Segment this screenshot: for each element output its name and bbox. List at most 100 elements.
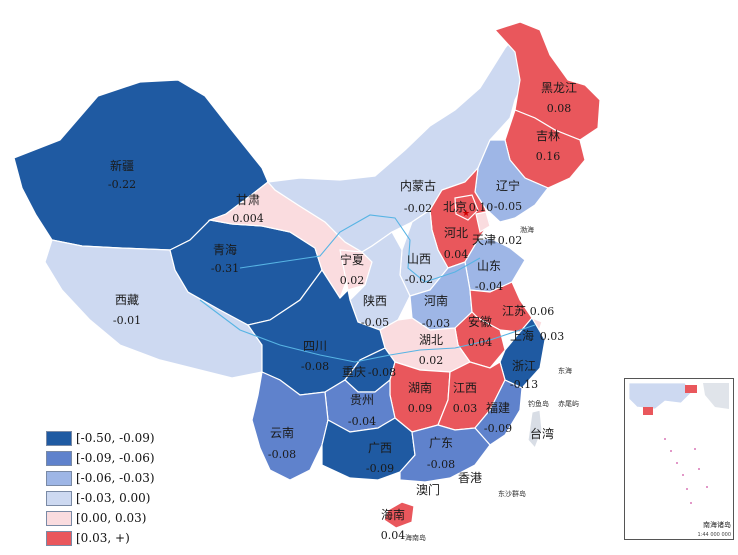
- taiwan-shape: [527, 409, 543, 450]
- label-guizhou-name: 贵州: [350, 393, 374, 407]
- legend-swatch: [46, 510, 72, 526]
- legend-swatch: [46, 470, 72, 486]
- label-hunan-name: 湖南: [408, 380, 432, 395]
- label-xinjiang-value: -0.22: [108, 178, 136, 191]
- label-zhejiang-value: -0.13: [510, 378, 538, 391]
- label-xizang-name: 西藏: [115, 293, 139, 307]
- yangtze-river: [199, 299, 536, 363]
- label-jilin-name: 吉林: [536, 129, 560, 143]
- label-qinghai-name: 青海: [213, 242, 237, 257]
- legend-item: [-0.50, -0.09): [46, 428, 236, 448]
- label-guangxi-name: 广西: [368, 441, 392, 455]
- legend-swatch: [46, 530, 72, 546]
- label-jiangxi-value: 0.03: [453, 402, 478, 415]
- province-fujian[interactable]: [474, 379, 523, 446]
- label-chongqing-value: -0.08: [368, 366, 396, 379]
- label-guangdong-value: -0.08: [427, 458, 455, 471]
- province-yunnan[interactable]: [251, 371, 329, 481]
- label-jilin-value: 0.16: [536, 150, 561, 163]
- province-tianjin[interactable]: [475, 211, 491, 233]
- inset-map: [628, 382, 729, 504]
- inset-title: 南海诸岛: [703, 521, 731, 529]
- province-guangdong[interactable]: [399, 424, 491, 483]
- legend-label: [-0.50, -0.09): [76, 431, 155, 445]
- label-shanxi-name: 山西: [407, 252, 431, 266]
- label-hainan-island: 海南岛: [405, 533, 426, 542]
- province-beijing[interactable]: [454, 194, 479, 221]
- label-qinghai-value: -0.31: [211, 262, 239, 275]
- label-shaanxi-name: 陕西: [363, 293, 387, 308]
- legend-item: [0.00, 0.03): [46, 508, 236, 528]
- label-tianjin-value: 0.02: [498, 234, 523, 247]
- legend-label: [0.00, 0.03): [76, 511, 147, 525]
- label-yunnan-name: 云南: [270, 425, 294, 440]
- label-hebei-name: 河北: [444, 226, 468, 240]
- label-tianjin-name: 天津: [472, 233, 496, 247]
- yellow-river: [239, 214, 481, 283]
- label-neimenggu-name: 内蒙古: [400, 178, 436, 193]
- label-hainan-value: 0.04: [381, 529, 406, 542]
- province-labels: 新疆 -0.22 西藏 -0.01 青海 -0.31 甘肃 0.004 内蒙古 …: [108, 81, 579, 542]
- label-beijing-name: 北京: [443, 200, 467, 214]
- label-guangdong-name: 广东: [429, 436, 453, 450]
- label-jiangsu-name: 江苏: [502, 304, 526, 318]
- label-hubei-name: 湖北: [419, 332, 443, 347]
- legend-label: [-0.06, -0.03): [76, 471, 155, 485]
- legend-swatch: [46, 490, 72, 506]
- label-jiangsu-value: 0.06: [530, 305, 555, 318]
- label-shanghai-value: 0.03: [540, 330, 565, 343]
- legend-swatch: [46, 450, 72, 466]
- label-gansu-value: 0.004: [232, 212, 264, 225]
- label-guizhou-value: -0.04: [348, 415, 376, 428]
- capital-star-icon: ★: [462, 209, 470, 219]
- label-anhui-value: 0.04: [468, 336, 493, 349]
- label-ningxia-name: 宁夏: [340, 252, 364, 267]
- label-bohai: 渤海: [520, 225, 534, 234]
- label-shanxi-value: -0.02: [405, 273, 433, 286]
- label-heilongjiang-value: 0.08: [547, 102, 572, 115]
- label-dongsha: 东沙群岛: [498, 489, 526, 498]
- label-shandong-value: -0.04: [475, 280, 503, 293]
- legend-item: [0.03, +): [46, 528, 236, 548]
- label-sichuan-name: 四川: [303, 339, 327, 353]
- label-shandong-name: 山东: [477, 259, 501, 273]
- legend-swatch: [46, 430, 72, 446]
- label-chiwei: 赤尾屿: [558, 399, 579, 408]
- label-jiangxi-name: 江西: [453, 381, 477, 395]
- label-xizang-value: -0.01: [113, 314, 141, 327]
- label-xinjiang-name: 新疆: [110, 158, 134, 173]
- label-hunan-value: 0.09: [408, 402, 433, 415]
- label-zhejiang-name: 浙江: [512, 359, 536, 373]
- inset-scale: 1:44 000 000: [697, 532, 732, 538]
- label-fujian-name: 福建: [486, 400, 510, 415]
- label-yunnan-value: -0.08: [268, 448, 296, 461]
- label-guangxi-value: -0.09: [366, 462, 394, 475]
- label-donghai: 东海: [558, 366, 572, 375]
- label-heilongjiang-name: 黑龙江: [541, 81, 577, 95]
- province-hainan[interactable]: [383, 501, 415, 529]
- label-beijing-value: 0.10: [469, 201, 494, 214]
- label-hubei-value: 0.02: [419, 354, 444, 367]
- legend-item: [-0.09, -0.06): [46, 448, 236, 468]
- label-fujian-value: -0.09: [484, 422, 512, 435]
- legend-item: [-0.06, -0.03): [46, 468, 236, 488]
- label-hainan-name: 海南: [381, 507, 405, 522]
- legend-label: [-0.03, 0.00): [76, 491, 151, 505]
- label-liaoning-name: 辽宁: [496, 178, 520, 193]
- province-neimenggu[interactable]: [266, 28, 531, 253]
- legend-label: [0.03, +): [76, 531, 130, 545]
- label-hebei-value: 0.04: [444, 248, 469, 261]
- label-liaoning-value: -0.05: [494, 200, 522, 213]
- label-anhui-name: 安徽: [468, 314, 492, 329]
- label-diaoyu: 钓鱼岛: [528, 399, 549, 408]
- label-shaanxi-value: -0.05: [361, 316, 389, 329]
- province-heilongjiang[interactable]: [493, 21, 601, 141]
- label-henan-value: -0.03: [422, 317, 450, 330]
- south-china-sea-inset: 南海诸岛 1:44 000 000: [624, 378, 734, 540]
- map-legend: [-0.50, -0.09) [-0.09, -0.06) [-0.06, -0…: [46, 428, 236, 548]
- label-macau: 澳门: [416, 482, 440, 497]
- label-ningxia-value: 0.02: [340, 274, 365, 287]
- label-chongqing-name: 重庆: [342, 365, 366, 379]
- legend-label: [-0.09, -0.06): [76, 451, 155, 465]
